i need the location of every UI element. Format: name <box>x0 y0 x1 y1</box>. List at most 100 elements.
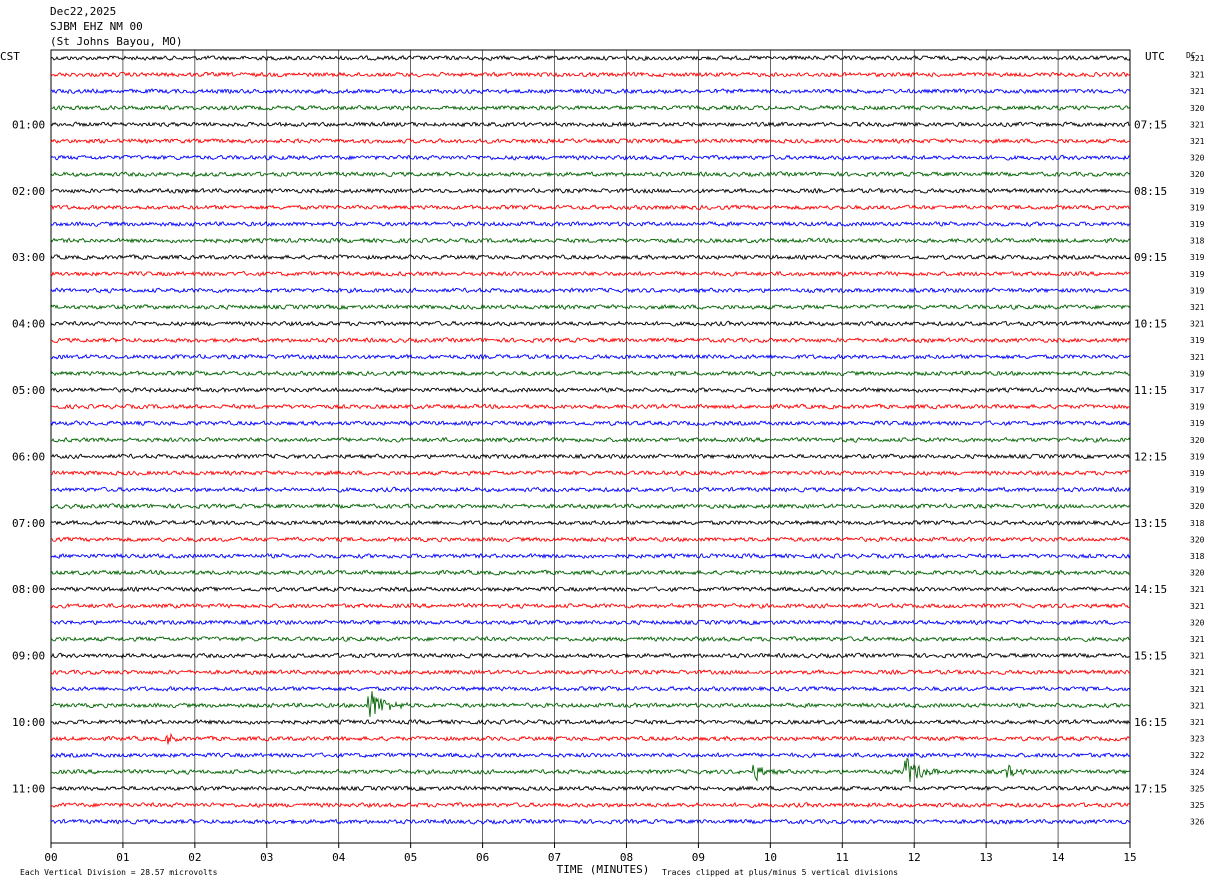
dc-offset: 321 <box>1190 685 1205 694</box>
dc-offset: 319 <box>1190 270 1205 279</box>
plot-frame <box>50 49 1131 844</box>
dc-offset: 325 <box>1190 801 1205 810</box>
dc-offset: 321 <box>1190 71 1205 80</box>
utc-hour-label: 10:15 <box>1134 318 1167 331</box>
trace-row-41 <box>50 732 1131 745</box>
utc-hour-label: 17:15 <box>1134 782 1167 795</box>
cst-hour-label: 04:00 <box>12 318 45 331</box>
dc-offset: 317 <box>1190 386 1205 395</box>
dc-offset: 320 <box>1190 618 1205 627</box>
trace-row-31 <box>50 569 1131 576</box>
trace-row-37 <box>50 669 1131 676</box>
chart-date: Dec22,2025 <box>50 5 117 18</box>
vertical-division-note: Each Vertical Division = 28.57 microvolt… <box>20 868 218 877</box>
dc-offset: 319 <box>1190 220 1205 229</box>
trace-row-39 <box>50 691 1131 718</box>
x-tick-label: 02 <box>188 851 201 864</box>
trace-row-1 <box>50 71 1131 78</box>
dc-offset: 324 <box>1190 768 1205 777</box>
utc-hour-label: 09:15 <box>1134 251 1167 264</box>
trace-row-34 <box>50 619 1131 626</box>
trace-row-45 <box>50 802 1131 809</box>
cst-hour-label: 11:00 <box>12 782 45 795</box>
dc-offset: 318 <box>1190 552 1205 561</box>
dc-offset: 322 <box>1190 751 1205 760</box>
x-tick-label: 09 <box>692 851 705 864</box>
trace-row-23 <box>50 436 1131 443</box>
dc-offset: 321 <box>1190 54 1205 63</box>
trace-row-21 <box>50 403 1131 410</box>
dc-offset: 319 <box>1190 336 1205 345</box>
trace-row-43 <box>50 758 1131 783</box>
dc-offset: 319 <box>1190 286 1205 295</box>
dc-offset: 320 <box>1190 569 1205 578</box>
trace-row-42 <box>50 752 1131 759</box>
trace-row-30 <box>50 552 1131 559</box>
x-tick-label: 00 <box>44 851 57 864</box>
trace-row-26 <box>50 486 1131 493</box>
cst-hour-label: 10:00 <box>12 716 45 729</box>
trace-row-29 <box>50 536 1131 543</box>
utc-label: UTC <box>1145 50 1165 63</box>
dc-offset: 319 <box>1190 203 1205 212</box>
trace-row-15 <box>50 304 1131 310</box>
trace-row-36 <box>50 652 1131 659</box>
clipping-note: Traces clipped at plus/minus 5 vertical … <box>662 868 898 877</box>
trace-row-25 <box>50 470 1131 476</box>
trace-row-14 <box>50 287 1131 294</box>
dc-offset: 321 <box>1190 137 1205 146</box>
cst-hour-label: 08:00 <box>12 583 45 596</box>
dc-offset: 321 <box>1190 635 1205 644</box>
station-code: SJBM EHZ NM 00 <box>50 20 143 33</box>
dc-offset: 321 <box>1190 87 1205 96</box>
dc-offset: 320 <box>1190 170 1205 179</box>
x-axis-title: TIME (MINUTES) <box>557 863 650 876</box>
dc-offset: 325 <box>1190 784 1205 793</box>
dc-offset: 320 <box>1190 104 1205 113</box>
x-tick-label: 07 <box>548 851 561 864</box>
dc-offset: 319 <box>1190 486 1205 495</box>
dc-offset: 321 <box>1190 718 1205 727</box>
x-tick-label: 06 <box>476 851 489 864</box>
trace-row-18 <box>50 353 1131 360</box>
trace-row-9 <box>50 204 1131 211</box>
trace-row-4 <box>50 121 1131 128</box>
trace-row-8 <box>50 187 1131 194</box>
dc-offset: 318 <box>1190 519 1205 528</box>
trace-row-22 <box>50 420 1131 427</box>
trace-row-11 <box>50 237 1131 244</box>
trace-row-19 <box>50 370 1131 377</box>
cst-hour-label: 09:00 <box>12 650 45 663</box>
station-location: (St Johns Bayou, MO) <box>50 35 183 48</box>
cst-hour-label: 03:00 <box>12 251 45 264</box>
dc-offset: 321 <box>1190 668 1205 677</box>
trace-row-20 <box>50 386 1131 393</box>
dc-offset: 321 <box>1190 120 1205 129</box>
utc-hour-label: 11:15 <box>1134 384 1167 397</box>
dc-offset: 320 <box>1190 436 1205 445</box>
dc-offset: 320 <box>1190 502 1205 511</box>
cst-hour-label: 01:00 <box>12 118 45 131</box>
utc-hour-label: 14:15 <box>1134 583 1167 596</box>
trace-row-5 <box>50 138 1131 145</box>
trace-row-28 <box>50 519 1131 526</box>
utc-hour-label: 08:15 <box>1134 185 1167 198</box>
dc-offset: 321 <box>1190 585 1205 594</box>
x-tick-label: 15 <box>1123 851 1136 864</box>
x-tick-label: 03 <box>260 851 273 864</box>
x-tick-label: 14 <box>1051 851 1065 864</box>
x-tick-label: 11 <box>836 851 849 864</box>
dc-offset: 318 <box>1190 237 1205 246</box>
dc-offset: 319 <box>1190 452 1205 461</box>
utc-hour-label: 15:15 <box>1134 650 1167 663</box>
trace-row-0 <box>50 54 1131 61</box>
x-tick-label: 13 <box>980 851 993 864</box>
trace-row-35 <box>50 636 1131 642</box>
trace-row-17 <box>50 337 1131 344</box>
trace-row-7 <box>50 171 1131 178</box>
dc-label: DC <box>1186 51 1196 60</box>
x-tick-label: 10 <box>764 851 777 864</box>
trace-row-16 <box>50 320 1131 327</box>
trace-row-46 <box>50 818 1131 825</box>
